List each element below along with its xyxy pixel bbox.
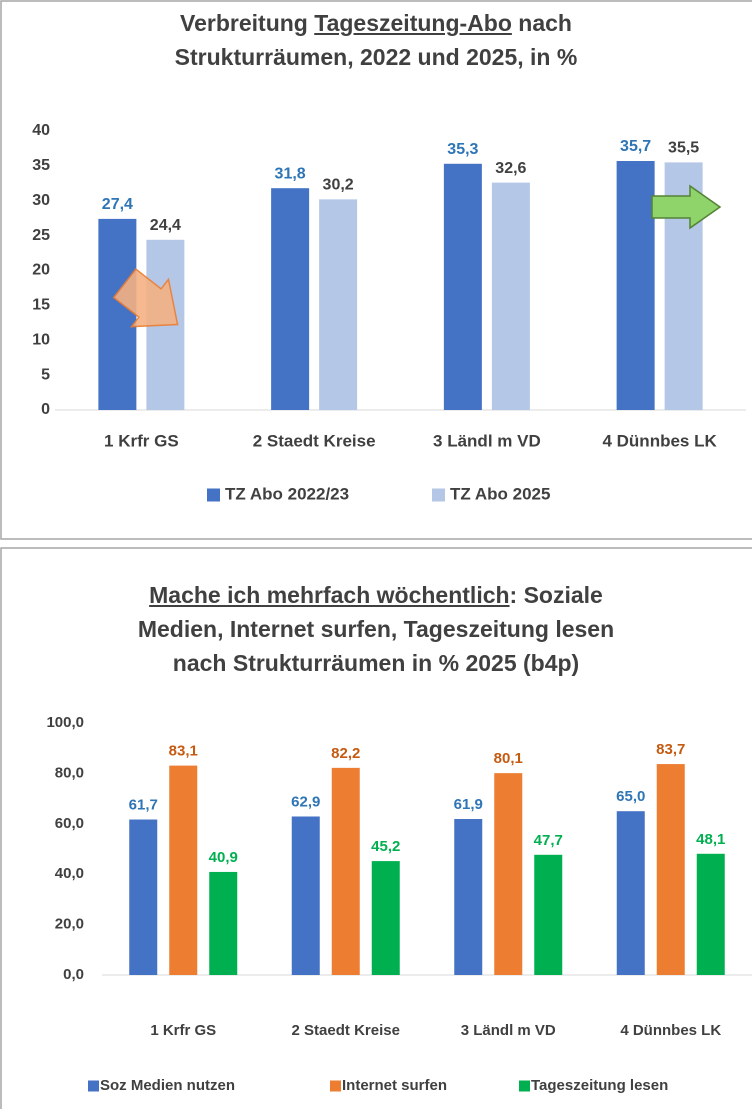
- y-tick-label: 35: [32, 157, 50, 174]
- bar: [656, 764, 685, 975]
- bar: [494, 773, 523, 975]
- bar: [616, 811, 645, 975]
- data-label: 27,4: [102, 196, 133, 213]
- y-tick-label: 40: [32, 122, 50, 139]
- y-tick-label: 80,0: [55, 764, 84, 781]
- data-label: 82,2: [331, 745, 360, 762]
- legend-swatch: [519, 1080, 530, 1092]
- data-label: 62,9: [291, 793, 320, 810]
- x-tick-label: 4 Dünnbes LK: [602, 431, 717, 450]
- bar: [616, 160, 655, 410]
- bar: [129, 819, 158, 975]
- x-tick-label: 1 Krfr GS: [150, 1022, 216, 1039]
- y-tick-label: 5: [41, 366, 50, 383]
- bar: [443, 163, 482, 410]
- bar: [696, 853, 725, 975]
- data-label: 80,1: [494, 750, 523, 767]
- down-arrow: [112, 268, 179, 328]
- bar: [534, 854, 563, 975]
- legend-label: Soz Medien nutzen: [100, 1077, 235, 1094]
- right-arrow: [651, 184, 722, 230]
- y-tick-label: 20: [32, 262, 50, 279]
- data-label: 30,2: [323, 177, 354, 194]
- bar: [319, 199, 358, 410]
- x-tick-label: 3 Ländl m VD: [433, 431, 541, 450]
- x-tick-label: 3 Ländl m VD: [461, 1022, 556, 1039]
- legend-swatch: [88, 1080, 99, 1092]
- x-tick-label: 2 Staedt Kreise: [253, 431, 376, 450]
- bar: [169, 765, 198, 975]
- data-label: 31,8: [275, 165, 306, 182]
- y-tick-label: 30: [32, 192, 50, 209]
- legend-swatch: [330, 1080, 341, 1092]
- bar: [454, 819, 483, 975]
- y-tick-label: 15: [32, 297, 50, 314]
- y-tick-label: 0: [41, 401, 50, 418]
- y-tick-label: 10: [32, 331, 50, 348]
- legend-label: TZ Abo 2025: [450, 484, 550, 503]
- legend-swatch: [207, 488, 220, 502]
- legend-label: Internet surfen: [342, 1077, 447, 1094]
- chart-title: Mache ich mehrfach wöchentlich: Soziale M…: [137, 582, 615, 676]
- data-label: 83,7: [656, 741, 685, 758]
- data-label: 65,0: [616, 788, 645, 805]
- data-label: 61,9: [454, 796, 483, 813]
- y-tick-label: 60,0: [55, 815, 84, 832]
- y-tick-label: 25: [32, 227, 50, 244]
- y-tick-label: 40,0: [55, 865, 84, 882]
- legend-label: Tageszeitung lesen: [531, 1077, 668, 1094]
- chart-title: Verbreitung Tageszeitung-Abo nach Struktu…: [174, 10, 578, 70]
- y-tick-label: 0,0: [63, 966, 84, 983]
- data-label: 48,1: [696, 831, 725, 848]
- data-label: 35,7: [620, 138, 651, 155]
- x-tick-label: 2 Staedt Kreise: [292, 1022, 400, 1039]
- bar: [491, 182, 530, 410]
- data-label: 40,9: [209, 849, 238, 866]
- data-label: 47,7: [534, 832, 563, 849]
- y-tick-label: 100,0: [46, 714, 84, 731]
- data-label: 83,1: [169, 743, 198, 760]
- data-label: 61,7: [129, 796, 158, 813]
- bar: [98, 218, 137, 410]
- data-label: 24,4: [150, 217, 181, 234]
- data-label: 45,2: [371, 838, 400, 855]
- bar: [371, 861, 400, 975]
- y-tick-label: 20,0: [55, 916, 84, 933]
- data-label: 35,3: [447, 141, 478, 158]
- data-label: 35,5: [668, 140, 699, 157]
- legend-swatch: [432, 488, 445, 502]
- legend-label: TZ Abo 2022/23: [225, 484, 349, 503]
- x-tick-label: 1 Krfr GS: [104, 431, 179, 450]
- bar: [331, 767, 360, 975]
- bar: [291, 816, 320, 975]
- x-tick-label: 4 Dünnbes LK: [620, 1022, 721, 1039]
- bar: [271, 188, 310, 410]
- bar: [209, 871, 238, 975]
- data-label: 32,6: [495, 160, 526, 177]
